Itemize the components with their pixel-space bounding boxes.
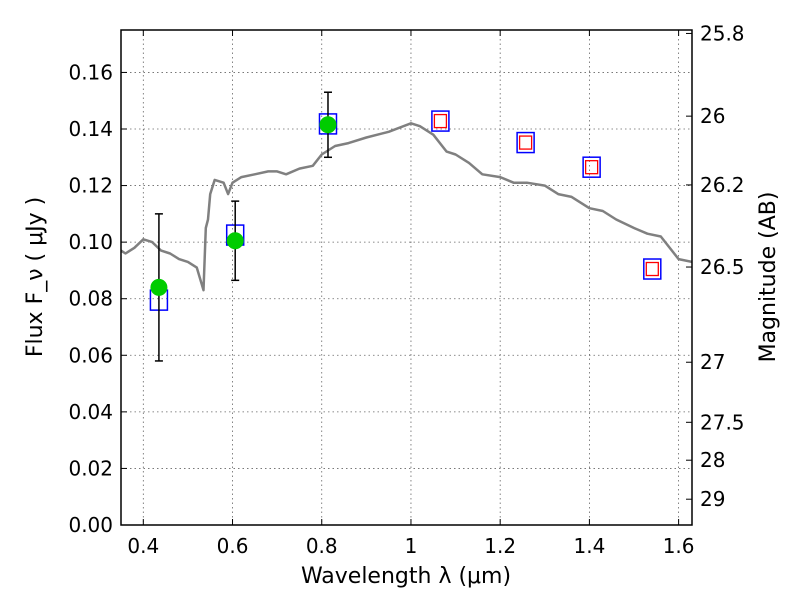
- mag-tick-label: 28: [700, 448, 725, 472]
- x-tick-label: 1.6: [663, 534, 695, 558]
- y-tick-label: 0.14: [68, 117, 113, 141]
- tick-labels: 0.4 0.6 0.8 1 1.2 1.4 1.6 0.00 0.02 0.04 0.06 0.08 0…: [68, 21, 744, 558]
- mag-tick-label: 29: [700, 487, 725, 511]
- y-tick-label: 0.08: [68, 287, 113, 311]
- data-points: [149, 91, 662, 362]
- model-flux-marker: [431, 110, 450, 132]
- x-tick-label: 1.4: [573, 534, 605, 558]
- y-tick-label: 0.16: [68, 60, 113, 84]
- ticks: [121, 30, 692, 526]
- mag-tick-label: 26.5: [700, 255, 745, 279]
- y-tick-label: 0.04: [68, 400, 113, 424]
- observed-flux-point: [319, 116, 337, 134]
- mag-tick-label: 26: [700, 104, 725, 128]
- x-tick-label: 0.8: [306, 534, 338, 558]
- model-flux-marker: [582, 156, 601, 178]
- y-tick-label: 0.12: [68, 174, 113, 198]
- y-axis-right-label: Magnitude (AB): [756, 192, 781, 363]
- y-tick-label: 0.10: [68, 230, 113, 254]
- grid-lines: [121, 30, 692, 526]
- upper-limit-marker: [584, 160, 599, 175]
- plot-frame: [120, 29, 693, 526]
- upper-limit-marker: [518, 135, 533, 150]
- y-tick-label: 0.02: [68, 456, 113, 480]
- model-flux-marker: [516, 131, 535, 154]
- x-axis-label: Wavelength λ (μm): [301, 564, 511, 589]
- spectrum-layer: [121, 122, 692, 292]
- mag-tick-label: 27: [700, 350, 725, 374]
- mag-tick-label: 26.2: [700, 173, 745, 197]
- mag-tick-label: 27.5: [700, 410, 745, 434]
- observed-flux-point: [226, 232, 244, 250]
- y-tick-label: 0.06: [68, 343, 113, 367]
- spectrum-line: [121, 122, 692, 292]
- y-axis-label: Flux F_ν ( μJy ): [23, 197, 48, 357]
- y-tick-label: 0.00: [68, 513, 113, 537]
- upper-limit-marker: [433, 113, 448, 129]
- upper-limit-marker: [645, 261, 659, 277]
- mag-tick-label: 25.8: [700, 21, 745, 45]
- x-tick-label: 0.6: [217, 534, 249, 558]
- model-flux-marker: [643, 258, 662, 280]
- observed-flux-point: [150, 278, 168, 296]
- plot-background: [121, 30, 692, 525]
- x-tick-label: 1: [405, 534, 418, 558]
- x-tick-label: 1.2: [484, 534, 516, 558]
- x-tick-label: 0.4: [127, 534, 159, 558]
